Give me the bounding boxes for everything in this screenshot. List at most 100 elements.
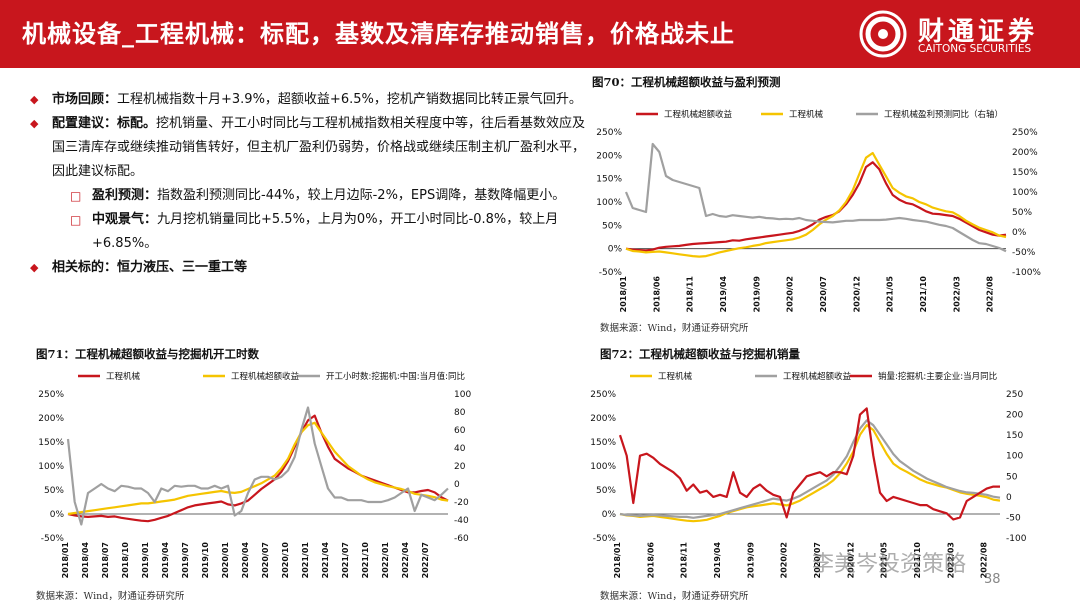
y2-tick-label: 50% [1012,208,1032,218]
y2-tick-label: 100 [1006,452,1023,462]
chart72-excess-return-vs-excavator-sales: 工程机械 工程机械超额收益 销量:挖掘机:主要企业:当月同比 -50% 0% 50% 100… [590,371,1026,579]
x-tick-label: 2021/10 [361,542,370,579]
y2-tick-label: 0 [1006,493,1012,503]
chart70-title: 图70：工程机械超额收益与盈利预测 [592,75,781,89]
profit-forecast-label: 盈利预测： [92,188,158,203]
x-tick-label: 2022/01 [381,542,390,579]
chart71-title: 图71：工程机械超额收益与挖掘机开工时数 [36,347,260,361]
y2-tick-label: 80 [454,408,466,418]
chart70-excess-return-vs-profit-forecast: 工程机械超额收益 工程机械 工程机械盈利预测同比（右轴） -50% 0% 50% 100% 1… [596,109,1041,313]
y-tick-label: 100% [590,462,616,472]
legend-label: 开工小时数:挖掘机:中国:当月值:同比 [326,371,465,382]
chart71-excess-return-vs-excavator-hours: 工程机械 工程机械超额收益 开工小时数:挖掘机:中国:当月值:同比 -50% 0% 50%… [38,371,471,579]
diamond-bullet-icon: ◆ [30,261,39,274]
x-tick-label: 2022/04 [401,542,410,579]
y2-tick-label: 50 [1006,472,1018,482]
y-tick-label: 250% [590,390,616,400]
y-tick-label: 200% [596,151,622,161]
y2-tick-label: 150 [1006,431,1023,441]
x-tick-label: 2018/11 [686,276,695,313]
diamond-bullet-icon: ◆ [30,117,39,130]
x-tick-label: 2022/03 [946,542,955,578]
logo-chinese-name: 财通证券 [918,17,1039,47]
y2-tick-label: 100% [1012,188,1038,198]
allocation-label: 配置建议：标配。 [52,116,157,131]
y2-tick-label: -60 [454,534,469,544]
bullet-related: ◆ 相关标的：恒力液压、三一重工等 [30,256,590,280]
y-tick-label: 150% [590,438,616,448]
allocation-text: 挖机销量、开工小时同比与工程机械指数相关程度中等，往后看基数效应及国三清库存或继… [52,116,586,179]
legend-label: 工程机械超额收益 [783,371,852,382]
y-tick-label: -50% [41,534,65,544]
x-tick-label: 2019/01 [141,542,150,579]
x-tick-label: 2022/08 [980,542,989,579]
y2-tick-label: 150% [1012,168,1038,178]
page-number: 38 [984,572,1001,587]
x-tick-label: 2019/07 [181,542,190,578]
x-tick-label: 2022/08 [986,276,995,313]
x-tick-label: 2018/10 [121,542,130,579]
series-line-2 [624,142,1007,253]
x-tick-label: 2020/07 [813,542,822,578]
x-tick-label: 2018/01 [619,276,628,313]
x-tick-label: 2020/07 [819,276,828,312]
x-tick-label: 2022/07 [421,542,430,578]
x-tick-label: 2019/04 [713,542,722,579]
series-line-1 [625,151,1007,258]
header-bar: 机械设备_工程机械：标配，基数及清库存推动销售，价格战未止 财通证券 CAITO… [0,0,1080,68]
y-tick-label: 200% [590,414,616,424]
chart72-title: 图72：工程机械超额收益与挖掘机销量 [600,347,801,361]
y2-tick-label: -40 [454,516,469,526]
y2-tick-label: 250% [1012,128,1038,138]
bullet-allocation: ◆ 配置建议：标配。挖机销量、开工小时同比与工程机械指数相关程度中等，往后看基数… [30,112,590,184]
y-tick-label: 150% [38,438,64,448]
legend-label: 销量:挖掘机:主要企业:当月同比 [878,371,997,382]
y-tick-label: 50% [602,221,622,231]
y2-tick-label: 250 [1006,390,1023,400]
y-tick-label: 0% [608,245,623,255]
series-line-2 [618,407,1000,521]
x-tick-label: 2018/06 [652,276,661,313]
y2-tick-label: 60 [454,426,466,436]
page-title: 机械设备_工程机械：标配，基数及清库存推动销售，价格战未止 [22,20,735,48]
y-tick-label: 150% [596,175,622,185]
series-line-1 [67,421,449,516]
diamond-bullet-icon: ◆ [30,93,39,106]
caitong-logo-icon [859,10,907,58]
market-review-text: 工程机械指数十月+3.9%，超额收益+6.5%，挖机产销数据同比转正景气回升。 [117,92,582,107]
x-tick-label: 2020/04 [241,542,250,579]
legend-label: 工程机械 [789,109,824,120]
square-bullet-icon: □ [70,213,82,227]
x-tick-label: 2018/01 [61,542,70,579]
x-tick-label: 2018/01 [613,542,622,579]
bullet-market-review: ◆ 市场回顾：工程机械指数十月+3.9%，超额收益+6.5%，挖机产销数据同比转… [30,88,590,112]
x-tick-label: 2020/02 [786,276,795,312]
x-tick-label: 2019/09 [746,542,755,579]
chart70-source: 数据来源：Wind，财通证券研究所 [600,323,749,334]
y2-tick-label: 200% [1012,148,1038,158]
x-tick-label: 2019/09 [752,276,761,313]
y2-tick-label: -50% [1012,248,1036,258]
series-line-2 [66,406,449,526]
y2-tick-label: 20 [454,462,466,472]
related-text: 恒力液压、三一重工等 [117,260,248,275]
x-tick-label: 2021/01 [301,542,310,579]
legend-label: 工程机械超额收益 [231,371,300,382]
macro-text: 九月挖机销量同比+5.5%，上月为0%，开工小时同比-0.8%，较上月+6.85… [92,212,559,251]
x-tick-label: 2018/04 [81,542,90,579]
x-tick-label: 2019/04 [161,542,170,579]
x-tick-label: 2019/04 [719,276,728,313]
x-tick-label: 2020/01 [221,542,230,579]
wechat-watermark: 李美岑投资策略 [812,552,967,577]
y-tick-label: -50% [599,268,623,278]
series-line-0 [619,424,1001,523]
y2-tick-label: 200 [1006,411,1023,421]
legend-label: 工程机械 [658,371,693,382]
x-tick-label: 2018/11 [680,542,689,579]
x-tick-label: 2020/07 [261,542,270,578]
series-line-1 [619,419,1001,519]
sub-bullet-profit-forecast: □ 盈利预测：指数盈利预测同比-44%，较上月边际-2%，EPS调降，基数降幅更… [30,184,590,208]
x-tick-label: 2021/05 [886,276,895,313]
x-tick-label: 2022/03 [952,276,961,312]
x-tick-label: 2018/06 [646,542,655,579]
